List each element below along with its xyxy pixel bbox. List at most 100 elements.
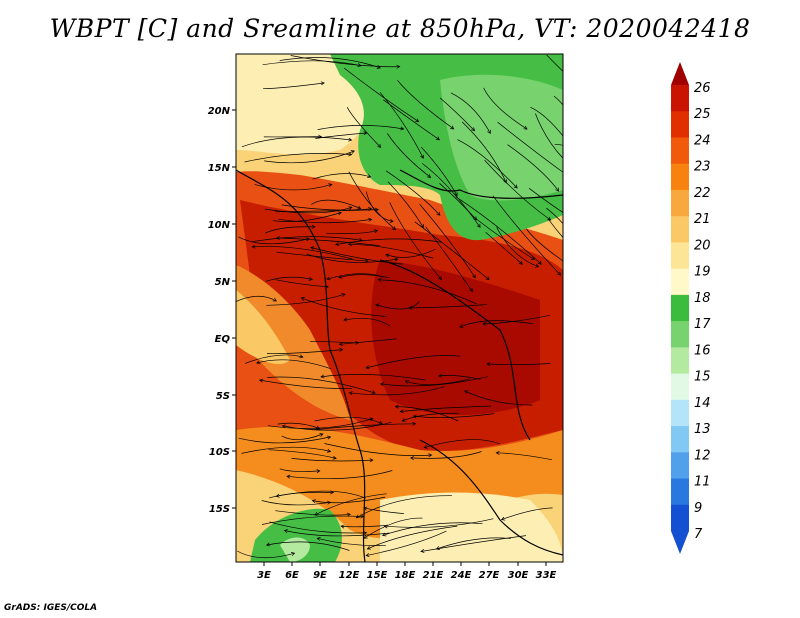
- streamline-arrow: [473, 216, 478, 221]
- streamline-arrow: [513, 184, 518, 189]
- streamline-arrow: [594, 275, 597, 279]
- streamline-arrow: [340, 524, 345, 529]
- lon-label: 3E: [257, 570, 271, 581]
- streamline-arrow: [392, 226, 397, 231]
- streamline-arrow: [450, 125, 455, 130]
- streamline: [554, 143, 563, 146]
- colorbar-label: 7: [694, 527, 703, 542]
- streamline: [312, 423, 416, 431]
- streamline-arrow: [394, 257, 399, 262]
- streamline: [261, 500, 331, 506]
- streamline-arrow: [459, 324, 464, 328]
- streamline: [420, 535, 527, 552]
- streamline-arrow: [258, 378, 264, 383]
- colorbar-segments: [671, 85, 689, 532]
- streamline: [269, 491, 334, 499]
- lat-label: 10N: [208, 220, 231, 231]
- streamline: [267, 376, 376, 394]
- streamline: [496, 227, 539, 268]
- streamline-arrow: [377, 143, 382, 148]
- streamline: [375, 301, 420, 310]
- streamline: [530, 106, 563, 137]
- streamline: [408, 304, 487, 309]
- colorbar-label: 26: [694, 81, 711, 96]
- streamline-arrow: [423, 444, 428, 449]
- streamline-arrow: [365, 553, 370, 558]
- streamline: [410, 451, 482, 459]
- field-core-2: [371, 260, 540, 415]
- field-west-plume-2: [236, 290, 290, 365]
- streamline-arrow: [590, 93, 594, 96]
- streamline-arrow: [578, 129, 581, 133]
- streamline-arrow: [251, 244, 256, 249]
- lon-label: 24E: [451, 570, 472, 581]
- colorbar-label: 19: [694, 265, 711, 280]
- streamline-arrow: [315, 425, 321, 430]
- streamline-arrow: [332, 455, 337, 460]
- streamline-arrow: [275, 236, 280, 241]
- colorbar-label: 20: [694, 238, 711, 253]
- streamline: [472, 216, 535, 260]
- streamline-arrow: [316, 469, 321, 474]
- streamline-arrow: [330, 490, 335, 495]
- streamline: [282, 421, 392, 431]
- colorbar-label: 25: [694, 107, 711, 122]
- streamline: [266, 541, 350, 551]
- streamline: [277, 422, 320, 429]
- colorbar-segment: [671, 242, 689, 270]
- streamline: [496, 452, 552, 461]
- streamline-arrow: [435, 546, 440, 550]
- colorbar-label: 23: [694, 160, 711, 175]
- streamline: [265, 226, 315, 234]
- streamline-arrow: [500, 516, 506, 521]
- colorbar-label: 16: [694, 343, 711, 358]
- streamline: [338, 274, 390, 279]
- colorbar-segment: [671, 216, 689, 243]
- lon-label: 18E: [395, 570, 416, 581]
- streamline: [317, 537, 386, 546]
- streamline: [450, 92, 491, 134]
- streamline: [380, 376, 488, 387]
- colorbar-segment: [671, 137, 689, 165]
- streamline-arrow: [319, 433, 324, 437]
- streamline: [382, 522, 483, 536]
- colorbar-label: 14: [694, 396, 711, 411]
- streamline-arrow: [567, 263, 570, 266]
- streamline-arrow: [320, 81, 325, 86]
- colorbar-label: 24: [694, 133, 711, 148]
- streamline: [326, 230, 378, 234]
- streamline-arrow: [369, 417, 374, 422]
- streamline-arrow: [503, 179, 507, 184]
- colorbar-segment: [671, 347, 689, 375]
- streamline: [439, 183, 477, 221]
- streamline-arrow: [348, 206, 353, 211]
- streamline-arrow: [348, 152, 353, 157]
- field-green-sw-light: [280, 537, 310, 562]
- streamline-arrow: [567, 214, 571, 217]
- streamline: [262, 60, 361, 67]
- streamline-arrow: [428, 453, 433, 458]
- streamline-arrow: [343, 317, 348, 322]
- streamline-arrow: [427, 174, 432, 178]
- lat-label: 5N: [215, 277, 231, 288]
- streamline-arrow: [347, 242, 352, 247]
- lon-label: 30E: [508, 570, 529, 581]
- streamline-arrow: [316, 537, 321, 541]
- streamline-arrow: [435, 136, 441, 141]
- streamline: [457, 139, 518, 189]
- streamline: [264, 206, 352, 214]
- streamline-arrow: [335, 242, 340, 247]
- streamline-arrow: [311, 499, 316, 504]
- streamline: [265, 276, 313, 282]
- streamline-arrow: [328, 183, 333, 188]
- lon-label: 6E: [285, 570, 299, 581]
- streamline-arrow: [399, 409, 404, 414]
- streamline-arrow: [320, 374, 325, 379]
- streamline: [314, 416, 383, 425]
- streamline: [528, 188, 563, 213]
- streamline-arrow: [598, 268, 602, 271]
- streamline-arrow: [523, 125, 528, 130]
- streamline-arrow: [272, 297, 277, 302]
- streamline: [385, 170, 441, 216]
- streamline: [366, 355, 461, 369]
